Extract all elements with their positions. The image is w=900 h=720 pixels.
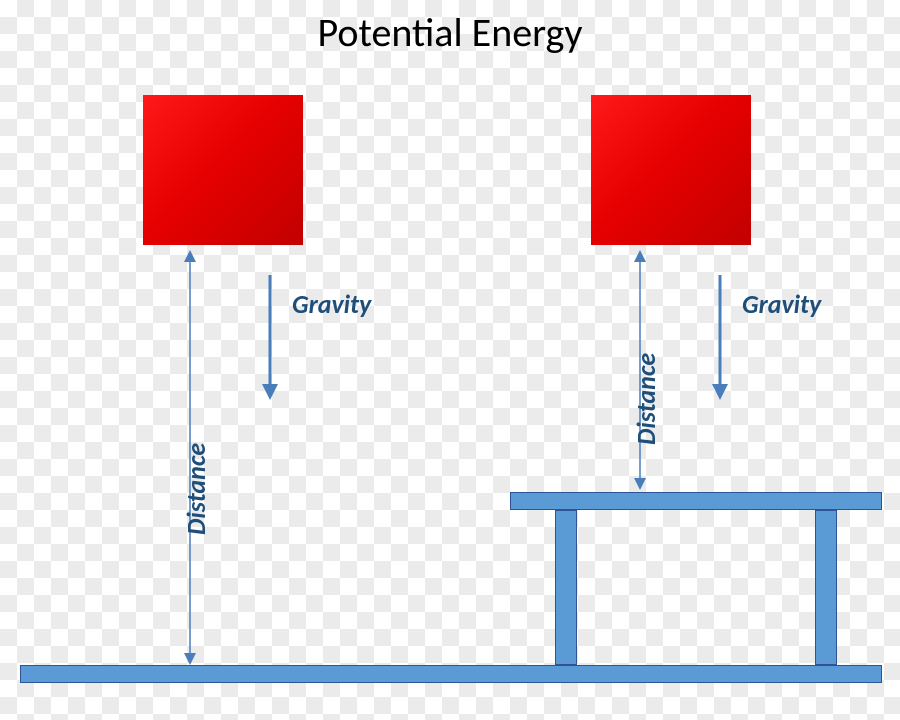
gravity-arrow-left xyxy=(258,263,282,412)
distance-label-left: Distance xyxy=(180,443,212,535)
gravity-arrow-right xyxy=(708,263,732,412)
red-box-right xyxy=(591,95,751,245)
distance-label-right: Distance xyxy=(630,353,662,445)
table-leg-left xyxy=(555,510,577,665)
gravity-label-left: Gravity xyxy=(292,288,371,320)
table-top xyxy=(510,492,882,510)
table-leg-right xyxy=(815,510,837,665)
gravity-label-right: Gravity xyxy=(742,288,821,320)
red-box-left xyxy=(143,95,303,245)
ground-bar xyxy=(20,665,882,683)
diagram-title: Potential Energy xyxy=(0,8,900,57)
